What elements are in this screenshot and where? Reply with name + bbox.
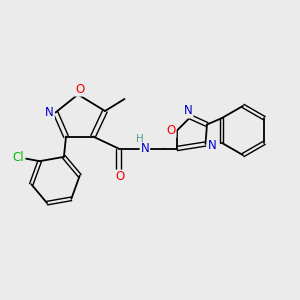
Text: N: N <box>140 142 149 155</box>
Text: O: O <box>116 170 124 184</box>
Text: N: N <box>208 139 217 152</box>
Text: N: N <box>45 106 54 119</box>
Text: O: O <box>167 124 176 137</box>
Text: Cl: Cl <box>13 151 25 164</box>
Text: N: N <box>184 104 193 118</box>
Text: H: H <box>136 134 143 144</box>
Text: O: O <box>75 82 84 96</box>
